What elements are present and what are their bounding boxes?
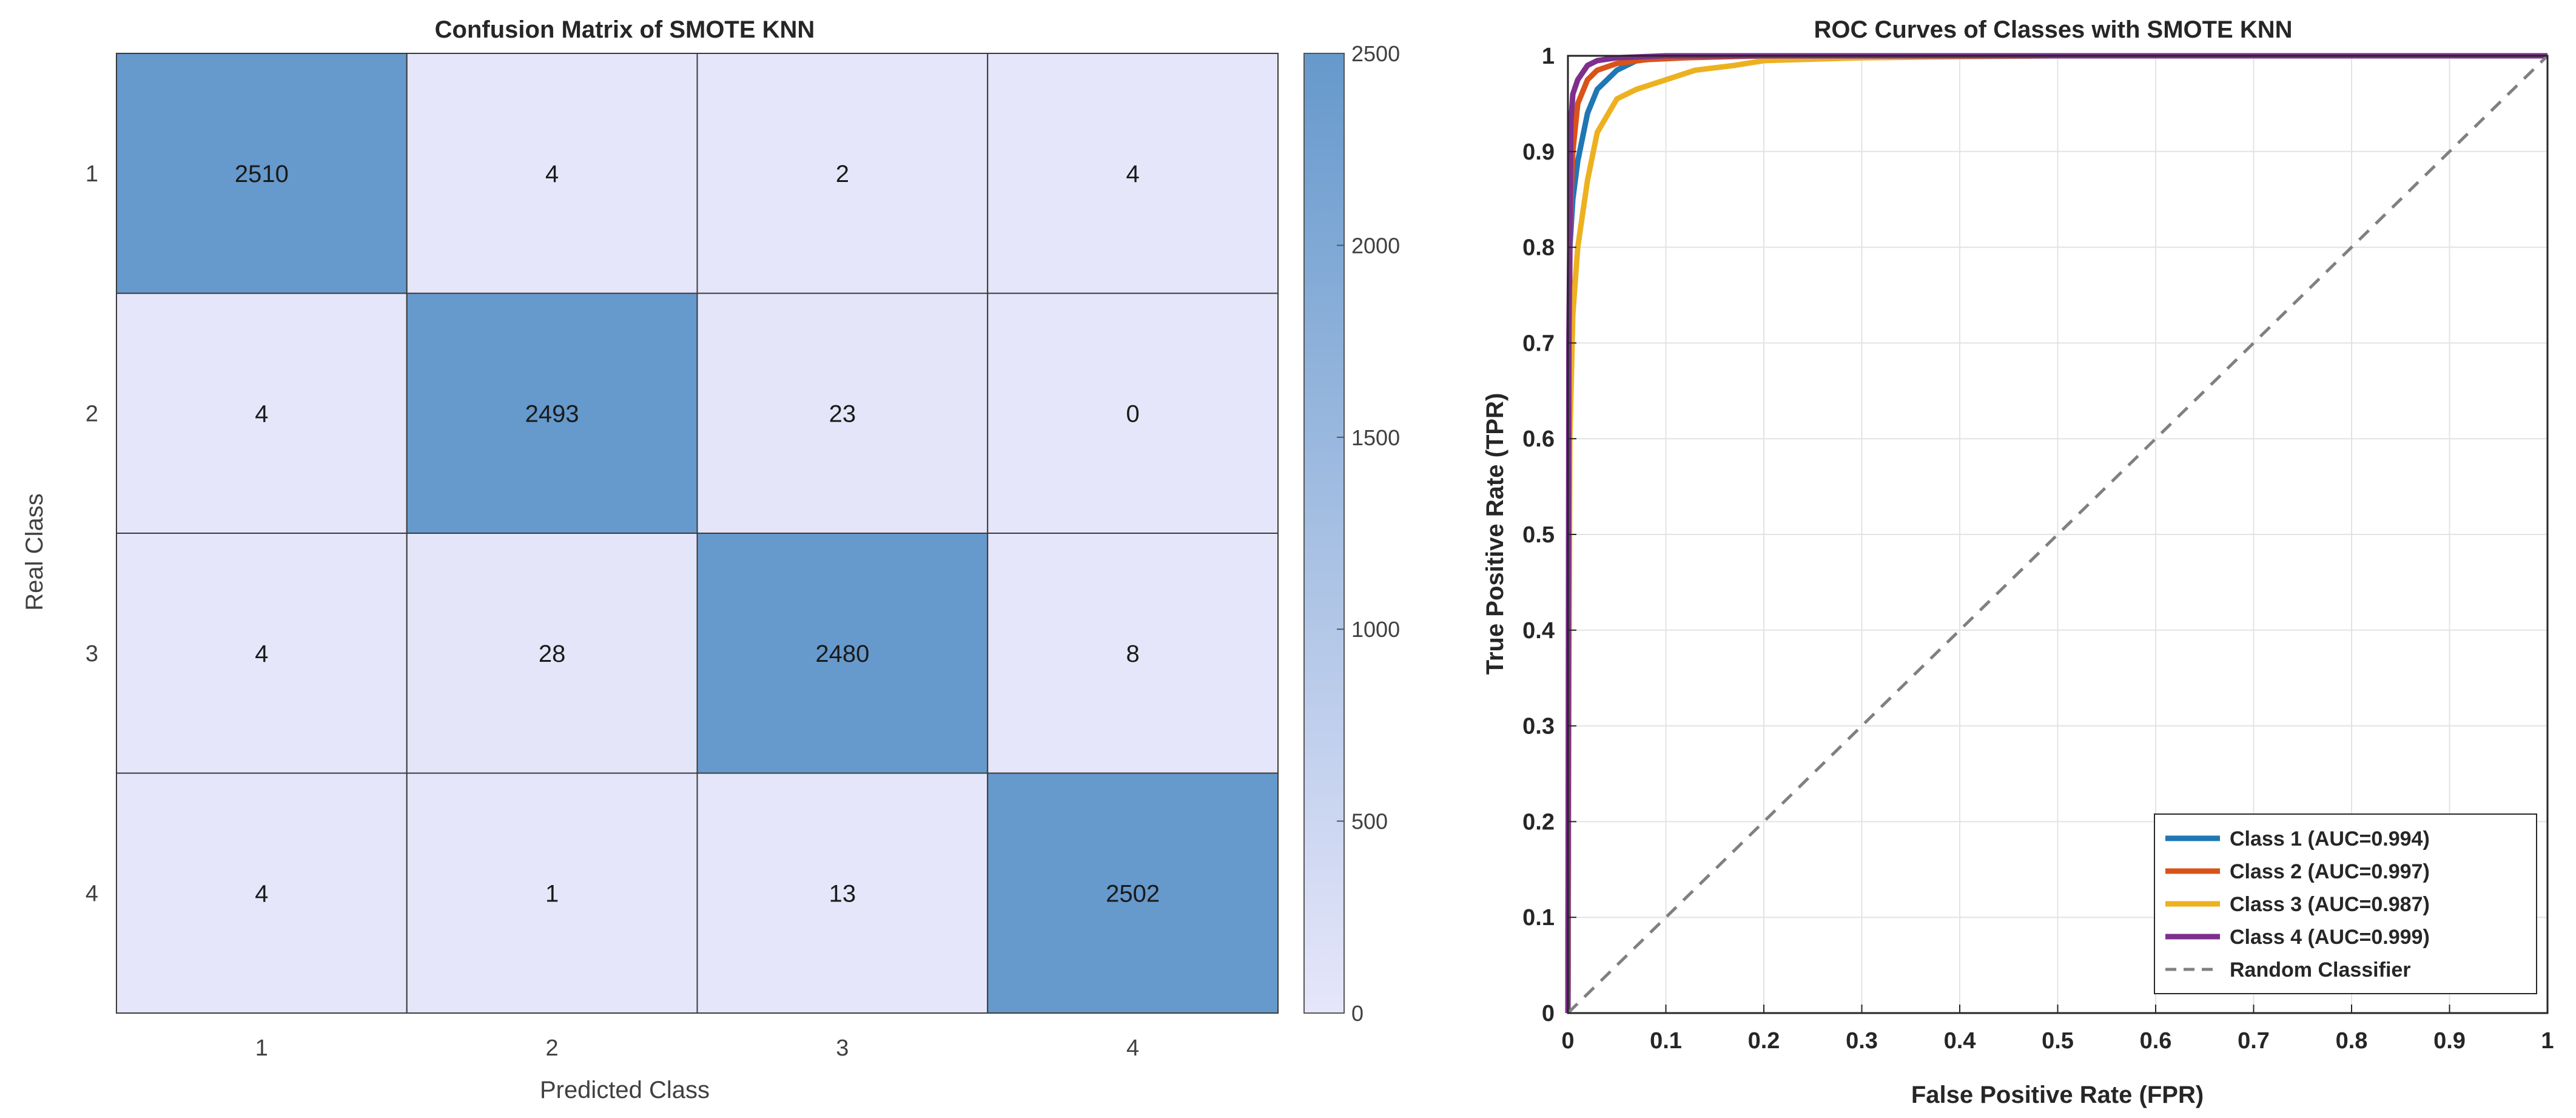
roc-y-tick-label: 1 — [1542, 44, 1555, 69]
cm-y-axis-label: Real Class — [21, 493, 48, 610]
cm-cell-value: 28 — [539, 641, 566, 667]
cm-y-tick-label: 4 — [86, 881, 98, 906]
colorbar-tick-label: 2000 — [1351, 233, 1400, 258]
roc-x-tick-label: 0.9 — [2433, 1028, 2466, 1054]
roc-x-tick-label: 0.7 — [2238, 1028, 2270, 1054]
roc-y-tick-label: 0.4 — [1522, 618, 1555, 644]
cm-cell — [406, 772, 698, 1014]
confusion-matrix-panel: Confusion Matrix of SMOTE KNN 2510 4 2 44 24… — [21, 16, 1400, 1103]
cm-cell — [406, 533, 698, 774]
cm-cell — [406, 292, 698, 534]
roc-legend: Class 1 (AUC=0.994) Class 2 (AUC=0.997) Cl… — [2154, 813, 2537, 994]
roc-x-tick-label: 0.1 — [1650, 1028, 1682, 1054]
roc-y-tick-label: 0.1 — [1522, 905, 1555, 931]
cm-cell — [116, 772, 408, 1014]
cm-cell-value: 2502 — [1106, 880, 1160, 907]
cm-cell — [406, 53, 698, 294]
roc-random-classifier-line — [1567, 55, 2549, 1014]
roc-x-tick-labels: 0 0.1 0.2 0.3 0.4 0.5 0.6 0.7 0.8 0.9 1 — [1561, 1005, 2554, 1054]
roc-y-tick-label: 0 — [1542, 1001, 1555, 1026]
cm-x-tick-labels: 1 2 3 4 — [255, 1035, 1139, 1061]
cm-cell — [987, 772, 1279, 1014]
cm-title: Confusion Matrix of SMOTE KNN — [435, 16, 815, 43]
cm-cell — [987, 533, 1279, 774]
cm-cell-value: 0 — [1126, 400, 1140, 427]
cm-cell-value: 2510 — [235, 161, 289, 187]
colorbar-ticks: 0 500 1000 1500 2000 2500 — [1337, 41, 1400, 1026]
colorbar-tick-label: 0 — [1351, 1001, 1364, 1026]
roc-curve-class-3 — [1565, 53, 2547, 1014]
colorbar-gradient — [1303, 53, 1345, 1014]
cm-y-tick-label: 1 — [86, 161, 98, 187]
roc-x-tick-label: 1 — [2541, 1028, 2554, 1054]
roc-panel: ROC Curves of Classes with SMOTE KNN 0 0.… — [1482, 16, 2554, 1108]
roc-y-tick-label: 0.8 — [1522, 235, 1555, 261]
cm-x-tick-label: 3 — [836, 1035, 849, 1061]
colorbar-tick-label: 1500 — [1351, 425, 1400, 450]
cm-x-tick-label: 4 — [1126, 1035, 1139, 1061]
cm-cell-value: 1 — [545, 880, 559, 907]
cm-cell-value: 23 — [829, 400, 856, 427]
roc-x-tick-label: 0.6 — [2140, 1028, 2172, 1054]
cm-cell-value: 13 — [829, 880, 856, 907]
cm-cell — [116, 53, 408, 294]
cm-cell — [696, 53, 989, 294]
cm-cell-value: 2493 — [525, 400, 579, 427]
cm-cell — [116, 292, 408, 534]
roc-x-tick-label: 0.8 — [2336, 1028, 2368, 1054]
cm-cell-value: 2 — [836, 161, 849, 187]
roc-legend-label: Class 2 (AUC=0.997) — [2230, 860, 2430, 883]
cm-cell-value: 4 — [255, 641, 268, 667]
roc-y-tick-label: 0.2 — [1522, 809, 1555, 835]
cm-cells: 2510 4 2 4 4 2493 23 0 4 28 2480 8 4 1 13 2502 — [116, 53, 1279, 1014]
cm-y-tick-labels: 1 2 3 4 — [86, 161, 98, 907]
cm-x-tick-label: 2 — [546, 1035, 559, 1061]
cm-y-tick-label: 2 — [86, 401, 98, 426]
roc-x-tick-label: 0.4 — [1944, 1028, 1976, 1054]
colorbar-tick-label: 1000 — [1351, 617, 1400, 642]
cm-x-axis-label: Predicted Class — [540, 1077, 710, 1103]
roc-y-tick-label: 0.3 — [1522, 714, 1555, 739]
cm-cell — [696, 772, 989, 1014]
cm-cell-value: 8 — [1126, 641, 1140, 667]
roc-legend-label: Class 4 (AUC=0.999) — [2230, 926, 2430, 949]
cm-cell-value: 4 — [1126, 161, 1140, 187]
roc-legend-label: Class 3 (AUC=0.987) — [2230, 893, 2430, 916]
roc-y-tick-label: 0.5 — [1522, 522, 1555, 548]
colorbar-tick-label: 2500 — [1351, 41, 1400, 66]
roc-x-tick-label: 0.2 — [1748, 1028, 1780, 1054]
roc-y-tick-label: 0.9 — [1522, 140, 1555, 165]
colorbar-tick-label: 500 — [1351, 809, 1388, 834]
cm-cell — [696, 292, 989, 534]
roc-y-tick-labels: 0 0.1 0.2 0.3 0.4 0.5 0.6 0.7 0.8 0.9 1 — [1522, 44, 1576, 1026]
cm-cell — [987, 292, 1279, 534]
cm-x-tick-label: 1 — [255, 1035, 268, 1061]
cm-cell-value: 2480 — [815, 641, 869, 667]
roc-y-axis-label: True Positive Rate (TPR) — [1482, 393, 1508, 675]
roc-title: ROC Curves of Classes with SMOTE KNN — [1814, 16, 2292, 43]
cm-cell-value: 4 — [545, 161, 559, 187]
cm-cell-value: 4 — [255, 880, 268, 907]
roc-x-axis-label: False Positive Rate (FPR) — [1911, 1082, 2204, 1108]
cm-cell — [987, 53, 1279, 294]
roc-x-tick-label: 0.5 — [2042, 1028, 2074, 1054]
roc-legend-label: Random Classifier — [2230, 958, 2411, 982]
cm-colorbar: 0 500 1000 1500 2000 2500 — [1303, 41, 1400, 1026]
roc-x-tick-label: 0.3 — [1846, 1028, 1878, 1054]
cm-cell-value: 4 — [255, 400, 268, 427]
roc-y-tick-label: 0.7 — [1522, 331, 1555, 356]
roc-x-tick-label: 0 — [1561, 1028, 1574, 1054]
roc-legend-label: Class 1 (AUC=0.994) — [2230, 827, 2430, 850]
roc-y-tick-label: 0.6 — [1522, 426, 1555, 452]
cm-y-tick-label: 3 — [86, 641, 98, 667]
